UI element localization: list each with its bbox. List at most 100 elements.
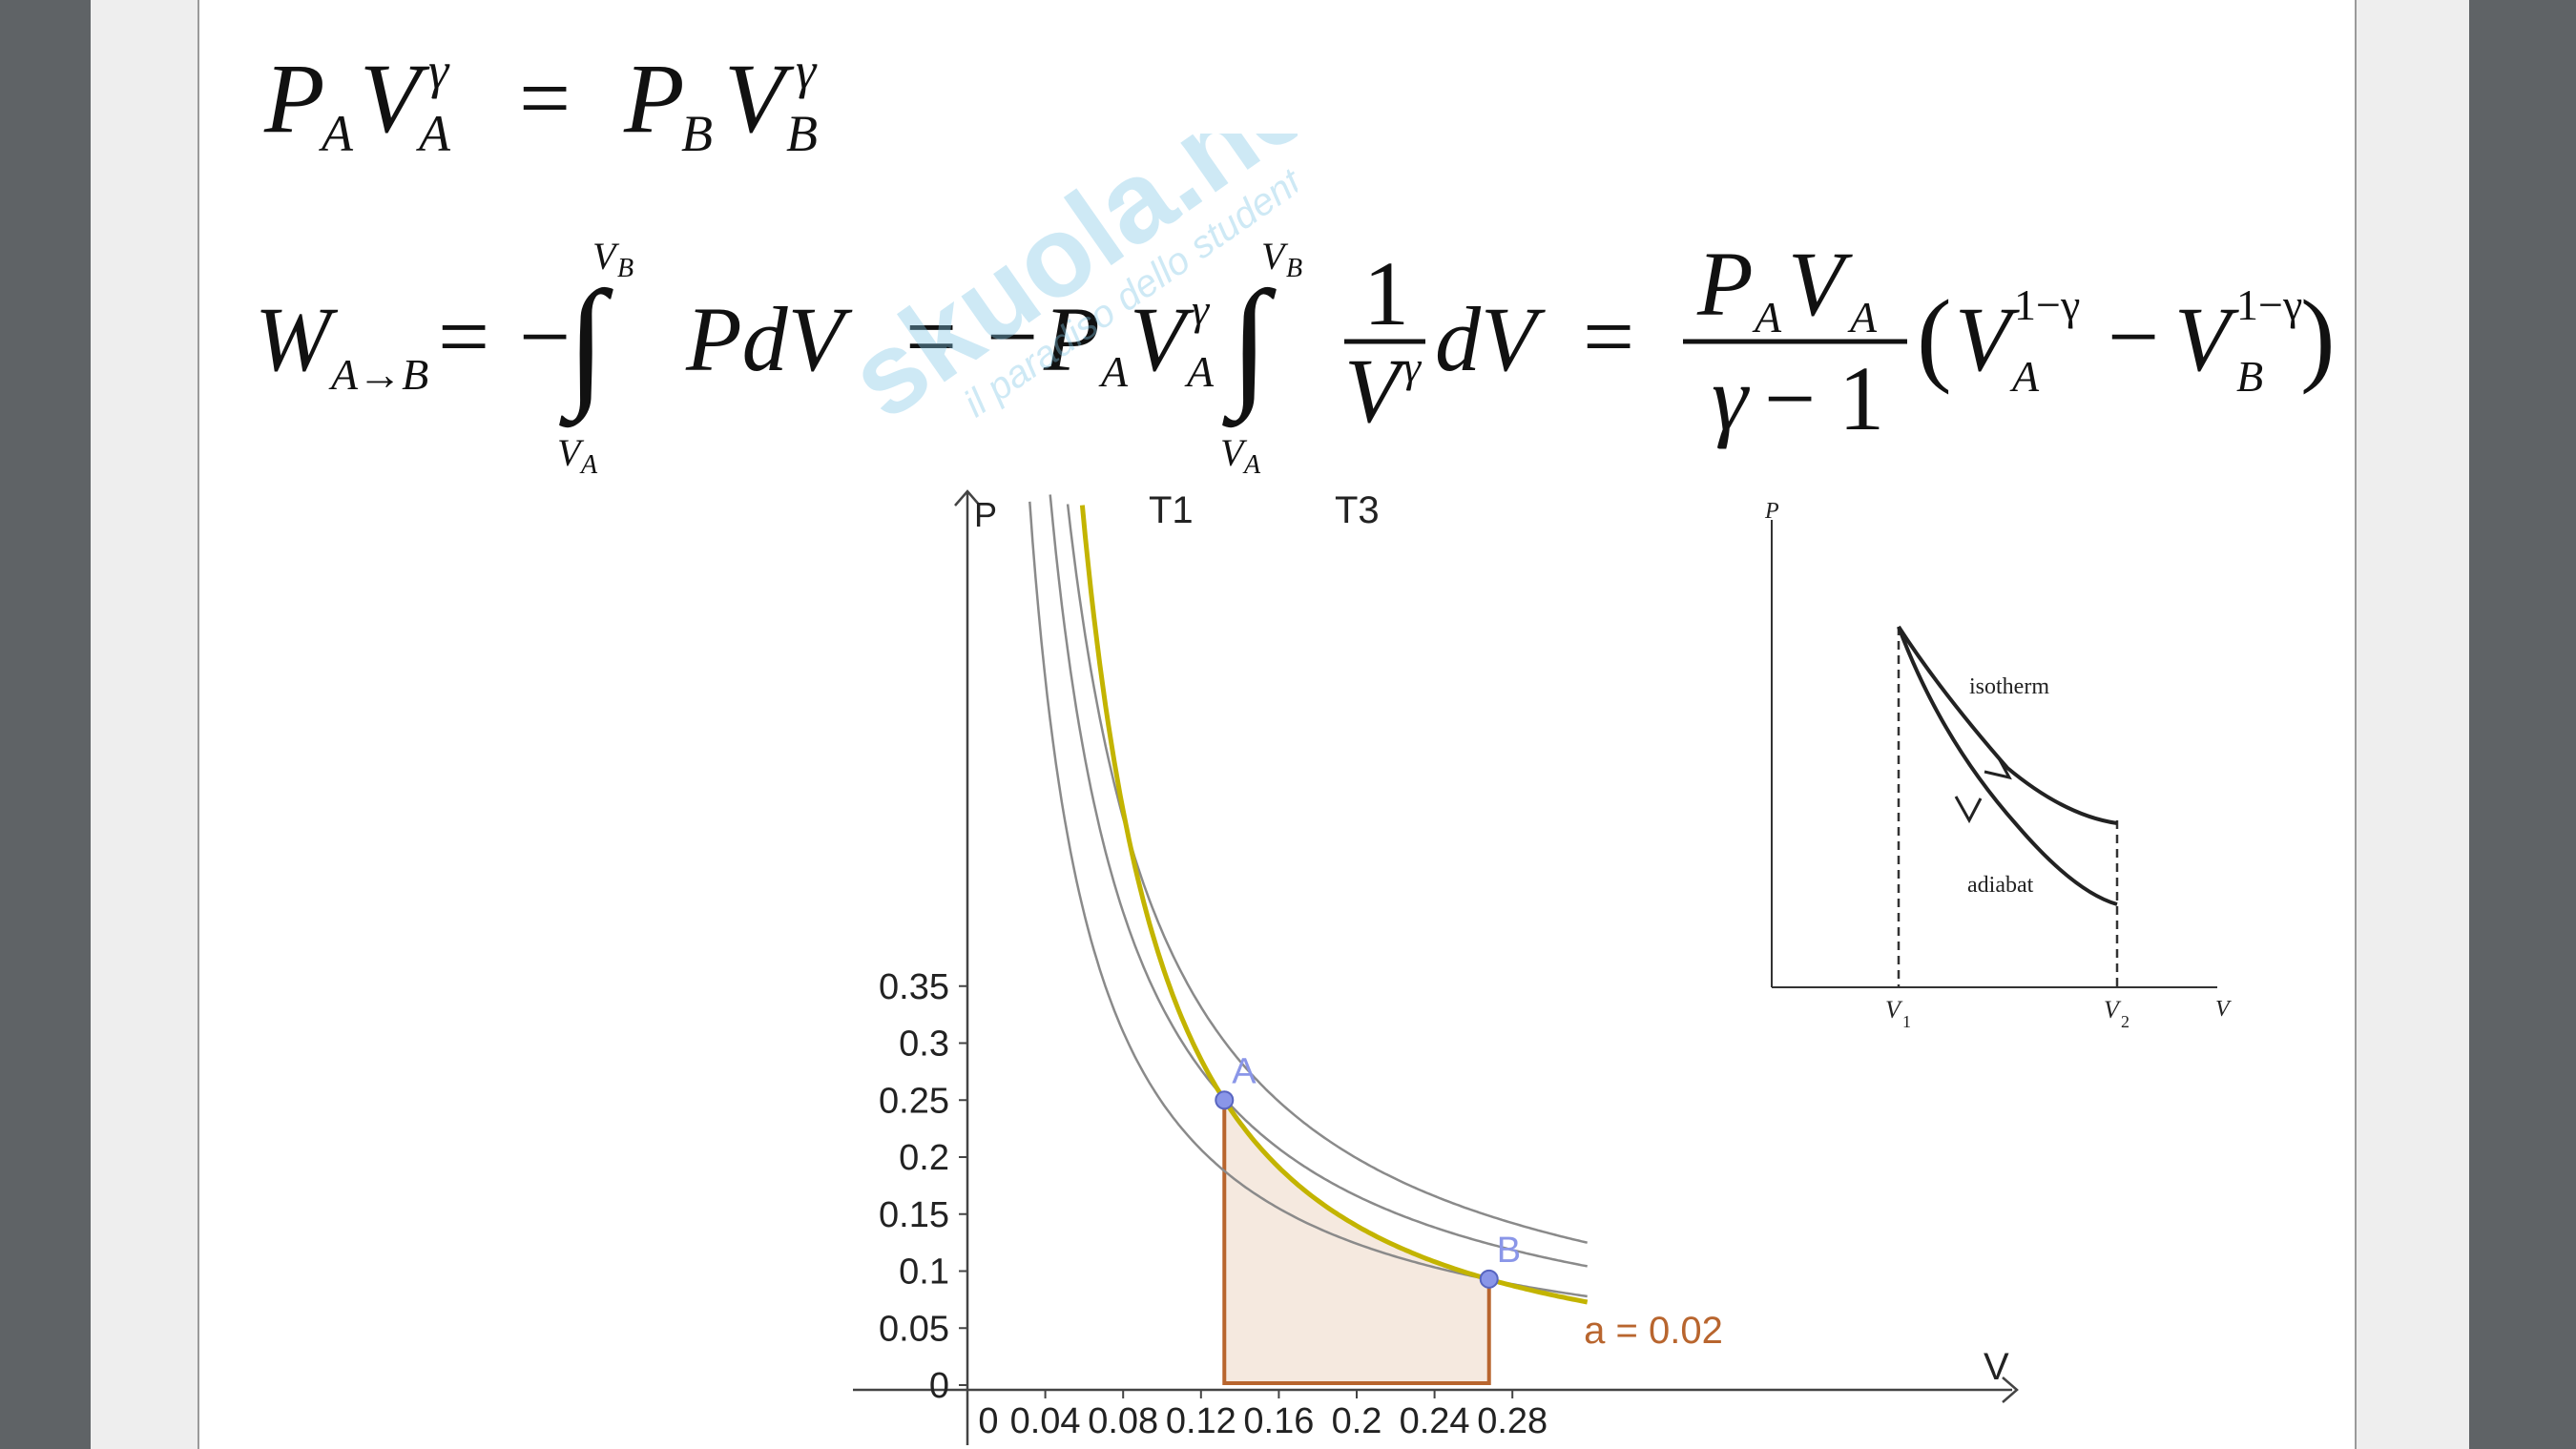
eq1-va-gamma: γ	[428, 42, 450, 99]
y-tick-label: 0.3	[899, 1025, 949, 1065]
eq2-int1-upper-sub: B	[617, 254, 634, 283]
eq2-int2-upper-sub: B	[1286, 254, 1302, 283]
eq2-frac2-den-rest: − 1	[1764, 347, 1884, 449]
point-label-a: A	[1232, 1051, 1257, 1091]
eq2-coef-v: V	[1130, 288, 1195, 390]
eq1-vb-sub: B	[786, 105, 818, 162]
x-tick-label: 0.12	[1166, 1401, 1236, 1441]
inset-adiabat-curve	[1897, 626, 2118, 906]
inset-x-tick-sub-1: 1	[1902, 1012, 1911, 1031]
eq2-paren-close: )	[2300, 279, 2336, 395]
x-tick-label: 0.24	[1400, 1401, 1470, 1441]
eq2-eq1: =	[438, 285, 489, 387]
isotherm-curve-2	[1049, 494, 1588, 1268]
eq1-va: V	[360, 44, 430, 154]
viewer-gutter-inner-right	[2357, 0, 2469, 1449]
x-axis-arrow	[2002, 1377, 2019, 1403]
eq2-frac2-num-v: V	[1788, 233, 1853, 335]
eq2-frac2-num-v-sub: A	[1847, 293, 1878, 342]
inset-isotherm-arrow	[1984, 756, 2012, 780]
inset-x-tick-v1: V	[1885, 996, 1903, 1024]
eq2-eq2: =	[905, 285, 957, 387]
eq1-pa-sub: A	[319, 105, 354, 162]
y-tick-label: 0.1	[899, 1252, 949, 1293]
inset-adiabat-arrow	[1954, 796, 1983, 824]
eq2-coef-v-sub: A	[1184, 347, 1215, 396]
y-tick-label: 0.35	[879, 967, 949, 1007]
x-tick-label: 0.16	[1243, 1401, 1314, 1441]
eq2-coef-gamma: γ	[1192, 285, 1211, 334]
eq2-coef-p: P	[1043, 288, 1100, 390]
x-tick-label: 0.08	[1088, 1401, 1158, 1441]
inset-x-tick-v2: V	[2104, 996, 2122, 1024]
eq2-int1-lower: V	[557, 431, 585, 474]
eq2-vb: V	[2174, 288, 2239, 390]
eq2-frac2-num-p-sub: A	[1752, 293, 1782, 342]
eq2-va-sub: A	[2009, 352, 2040, 401]
eq1-pa: P	[263, 44, 325, 154]
x-tick-label: 0.04	[1010, 1401, 1081, 1441]
y-tick-label: 0.05	[879, 1309, 949, 1349]
y-axis-arrow	[954, 489, 981, 507]
eq2-frac1-den-gamma: γ	[1403, 342, 1423, 391]
inset-label-adiabat: adiabat	[1967, 873, 2034, 898]
inset-x-tick-sub-2: 2	[2121, 1012, 2129, 1031]
eq1-vb: V	[724, 44, 795, 154]
inset-label-isotherm: isotherm	[1969, 674, 2049, 699]
eq2-int2-upper: V	[1261, 235, 1289, 278]
eq2-int2: ∫	[1222, 262, 1277, 428]
inset-isotherm-curve	[1897, 625, 2118, 825]
eq2-int1-lower-sub: A	[579, 450, 598, 480]
viewer-gutter-left	[0, 0, 91, 1449]
eq2-w-sub: A→B	[328, 350, 428, 399]
y-tick-label: 0	[929, 1366, 949, 1406]
eq2-vb-exp: 1−γ	[2236, 280, 2302, 329]
y-tick-label: 0.15	[879, 1195, 949, 1235]
eq1-pb: P	[623, 44, 685, 154]
eq2-dv: dV	[1435, 288, 1546, 390]
point-b	[1479, 1269, 1499, 1289]
viewer-gutter-inner-left	[91, 0, 197, 1449]
eq2-vb-sub: B	[2236, 352, 2263, 401]
eq1-vb-gamma: γ	[796, 42, 818, 99]
point-a	[1215, 1090, 1235, 1110]
adiabat-curve	[1079, 505, 1589, 1305]
series-label-t3: T3	[1335, 489, 1380, 531]
eq2-frac2-num-p: P	[1696, 233, 1754, 335]
eq2-frac2-den-gamma: γ	[1712, 347, 1750, 449]
eq2-va-exp: 1−γ	[2014, 280, 2080, 329]
equation-work: W A→B = − ∫ V B V A PdV = − P A V A γ ∫ …	[255, 233, 2336, 480]
inset-x-label: V	[2215, 997, 2232, 1022]
eq2-minus1: −	[519, 285, 571, 387]
x-axis-label: V	[1984, 1346, 2009, 1388]
x-tick-label: 0	[978, 1401, 998, 1441]
eq2-int2-lower: V	[1220, 431, 1248, 474]
eq2-frac1-den: V	[1344, 340, 1409, 442]
x-tick-label: 0.28	[1477, 1401, 1548, 1441]
eq2-paren-open: (	[1917, 279, 1952, 395]
eq2-eq3: =	[1583, 285, 1634, 387]
eq2-va: V	[1955, 288, 2020, 390]
isotherm-curve-1	[1028, 501, 1588, 1298]
y-tick-label: 0.25	[879, 1081, 949, 1121]
isotherm-curve-3	[1066, 504, 1588, 1244]
x-tick-label: 0.2	[1332, 1401, 1382, 1441]
y-tick-label: 0.2	[899, 1138, 949, 1178]
equation-adiabat: P A V A γ = P B V B γ	[263, 42, 818, 162]
eq2-minus2: −	[987, 285, 1038, 387]
eq2-int1-upper: V	[592, 235, 620, 278]
eq2-int1: ∫	[559, 262, 613, 428]
eq2-w: W	[255, 288, 339, 390]
eq2-minus3: −	[2108, 285, 2159, 387]
area-value-label: a = 0.02	[1584, 1310, 1723, 1352]
eq1-pb-sub: B	[681, 105, 713, 162]
pv-chart: T1 T3 V P 0 0.04 0.08 0.12 0.16 0.2 0.24 0.28 0 0.0…	[853, 489, 2019, 1445]
eq1-equals: =	[519, 47, 571, 149]
inset-y-label: P	[1764, 499, 1779, 524]
y-axis-label: P	[974, 495, 997, 534]
eq1-va-sub: A	[416, 105, 451, 162]
document-page: P A V A γ = P B V B γ W A→B = − ∫ V B V …	[197, 0, 2357, 1449]
eq2-int2-lower-sub: A	[1242, 450, 1261, 480]
series-label-t1: T1	[1149, 489, 1194, 531]
